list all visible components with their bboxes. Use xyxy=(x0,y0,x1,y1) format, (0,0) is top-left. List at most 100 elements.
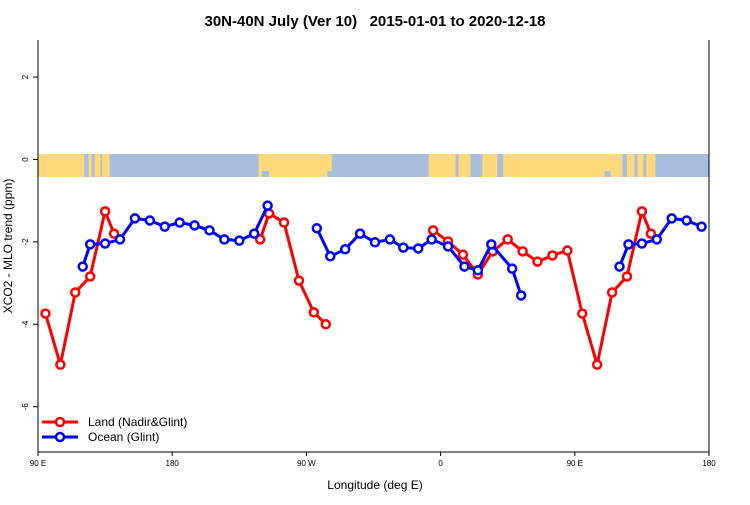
data-point xyxy=(99,206,111,217)
data-point xyxy=(412,243,424,254)
x-tick-label: 180 xyxy=(702,459,716,468)
data-point xyxy=(234,235,245,246)
data-point xyxy=(293,275,305,286)
land-region xyxy=(428,154,456,177)
data-point xyxy=(645,228,657,239)
data-point xyxy=(311,223,323,234)
y-tick-label: 2 xyxy=(21,74,30,79)
x-axis-label: Longitude (deg E) xyxy=(327,478,422,492)
data-point xyxy=(577,308,588,319)
chart-title: 30N-40N July (Ver 10) 2015-01-01 to 2020… xyxy=(204,13,545,30)
data-point xyxy=(384,234,396,245)
data-point xyxy=(442,241,454,252)
data-point xyxy=(339,244,351,255)
data-point xyxy=(278,217,290,228)
series-line xyxy=(315,227,523,296)
series-line xyxy=(432,209,653,367)
land-region xyxy=(102,154,110,177)
data-point xyxy=(486,239,497,250)
data-point xyxy=(114,234,126,245)
data-point xyxy=(325,251,336,262)
data-point xyxy=(623,239,634,250)
data-point xyxy=(532,256,543,267)
land-region xyxy=(626,154,635,177)
data-point xyxy=(70,287,81,298)
series-line xyxy=(44,209,116,367)
coast-detail xyxy=(604,171,611,177)
data-point xyxy=(55,359,66,370)
land-region xyxy=(88,154,92,177)
data-point xyxy=(517,246,528,257)
data-point xyxy=(502,234,513,245)
data-point xyxy=(547,250,558,261)
data-point xyxy=(262,200,273,211)
series-land xyxy=(40,206,657,370)
x-tick-label: 0 xyxy=(438,459,443,468)
data-point xyxy=(426,234,437,245)
x-tick-label: 90 W xyxy=(297,459,316,468)
land-region xyxy=(458,154,471,177)
data-point xyxy=(84,271,96,282)
x-tick-label: 90 E xyxy=(567,459,583,468)
legend-ocean-marker xyxy=(54,431,66,443)
data-point xyxy=(606,287,618,298)
land-region xyxy=(637,154,644,177)
data-point xyxy=(681,215,692,226)
data-point xyxy=(189,220,200,231)
data-point xyxy=(666,213,677,224)
data-point xyxy=(219,234,230,245)
y-tick-label: -6 xyxy=(21,403,30,411)
data-point xyxy=(398,242,409,253)
data-point xyxy=(308,307,320,318)
data-point xyxy=(108,228,120,239)
series-ocean xyxy=(77,200,707,301)
coast-detail xyxy=(327,171,332,177)
land-region xyxy=(38,154,85,177)
coast-detail xyxy=(261,171,270,177)
data-point xyxy=(427,225,439,236)
data-point xyxy=(472,265,484,276)
x-tick-label: 90 E xyxy=(30,459,46,468)
data-point xyxy=(591,359,603,370)
series-layer xyxy=(40,200,707,370)
data-point xyxy=(320,319,332,330)
land-region xyxy=(258,154,332,177)
data-point xyxy=(254,234,266,245)
land-ocean-map-strip xyxy=(38,154,709,177)
data-point xyxy=(696,221,707,232)
data-point xyxy=(562,245,573,256)
data-point xyxy=(636,206,648,217)
land-region xyxy=(94,154,101,177)
data-point xyxy=(84,239,96,250)
land-region xyxy=(503,154,623,177)
axes: 90 E 180 90 W 0 90 E 180 2 0 -2 -4 -6 xyxy=(21,40,716,468)
legend-ocean-label: Ocean (Glint) xyxy=(88,430,159,444)
data-point xyxy=(651,234,663,245)
y-tick-label: -4 xyxy=(21,320,30,328)
data-point xyxy=(248,228,260,239)
data-point xyxy=(459,261,470,272)
data-point xyxy=(614,261,625,272)
land-region xyxy=(646,154,656,177)
data-point xyxy=(354,228,366,239)
y-axis-label: XCO2 - MLO trend (ppm) xyxy=(1,179,15,314)
data-point xyxy=(174,217,185,228)
data-point xyxy=(457,249,469,260)
data-point xyxy=(506,263,518,274)
legend-land-marker xyxy=(54,416,66,428)
data-point xyxy=(40,308,51,319)
data-point xyxy=(99,238,111,249)
data-point xyxy=(159,221,170,232)
data-point xyxy=(77,261,88,272)
legend-land-label: Land (Nadir&Glint) xyxy=(88,415,187,429)
x-tick-label: 180 xyxy=(166,459,180,468)
y-tick-label: 0 xyxy=(21,157,30,162)
data-point xyxy=(369,237,381,248)
y-tick-label: -2 xyxy=(21,238,30,246)
data-point xyxy=(144,215,156,226)
data-point xyxy=(515,290,527,301)
legend: Land (Nadir&Glint) Ocean (Glint) xyxy=(42,415,187,444)
data-point xyxy=(129,213,141,224)
data-point xyxy=(204,225,215,236)
